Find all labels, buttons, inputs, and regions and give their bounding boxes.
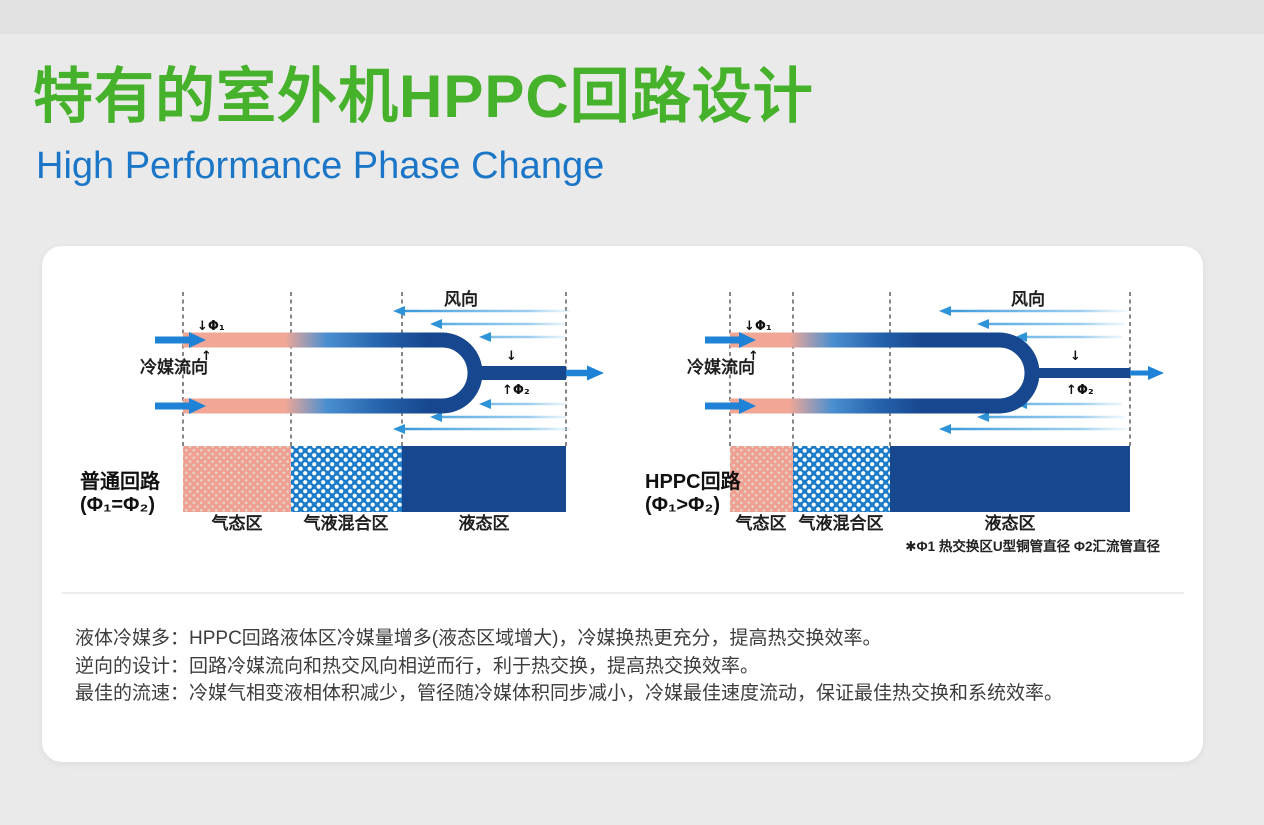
u-pipe	[183, 332, 483, 414]
u-pipe	[730, 332, 1040, 414]
zone-liquid-label: 液态区	[459, 513, 510, 533]
refrigerant-out-arrow	[1130, 366, 1164, 380]
normal-loop-diagram: 风向 冷媒流向 ↓Φ₁ ↑ ↓ ↑Φ₂ 普通回路 (Φ₁=Φ₂) 气态区 气液混…	[80, 289, 604, 533]
phi1-arrow-up: ↑	[748, 349, 759, 364]
wind-arrows	[393, 306, 570, 434]
description-line: 逆向的设计：回路冷媒流向和热交风向相逆而行，利于热交换，提高热交换效率。	[75, 655, 760, 677]
loop-name: 普通回路	[80, 469, 161, 493]
description-line: 液体冷媒多：HPPC回路液体区冷媒量增多(液态区域增大)，冷媒换热更充分，提高热…	[75, 628, 882, 649]
zone-gas-label: 气态区	[735, 513, 787, 533]
phi1-annotation: ↓Φ₁	[744, 319, 772, 334]
divider-line	[62, 592, 1184, 594]
zone-liquid-bar	[402, 446, 566, 512]
phi2-arrow-down: ↓	[1070, 349, 1081, 364]
zone-mix-label: 气液混合区	[303, 513, 389, 533]
loop-condition: (Φ₁=Φ₂)	[80, 494, 155, 516]
refrigerant-in-arrows	[705, 332, 756, 414]
phi1-arrow-up: ↑	[201, 349, 212, 364]
zone-liquid-bar	[890, 446, 1130, 512]
content-card: 风向 冷媒流向 ↓Φ₁ ↑ ↓ ↑Φ₂ 普通回路 (Φ₁=Φ₂) 气态区 气液混…	[42, 246, 1203, 762]
description-line: 最佳的流速：冷媒气相变液相体积减少，管径随冷媒体积同步减小，冷媒最佳速度流动，保…	[75, 683, 1064, 704]
loop-name: HPPC回路	[645, 469, 742, 493]
page-title: 特有的室外机HPPC回路设计	[33, 63, 814, 130]
hppc-loop-diagram: 风向 冷媒流向 ↓Φ₁ ↑ ↓ ↑Φ₂ HPPC回路 (Φ₁>Φ₂) 气态区 气…	[645, 289, 1164, 554]
zone-gas-label: 气态区	[211, 513, 263, 533]
zone-gas-bar	[183, 446, 291, 512]
diameter-footnote: ✱Φ1 热交换区U型铜管直径 Φ2汇流管直径	[905, 538, 1160, 554]
page-subtitle: High Performance Phase Change	[36, 145, 605, 187]
refrigerant-in-arrows	[155, 332, 206, 414]
wind-arrows	[939, 306, 1127, 434]
wind-direction-label: 风向	[444, 289, 478, 309]
refrigerant-flow-label: 冷媒流向	[140, 357, 208, 377]
hppc-diagram-canvas: 风向 冷媒流向 ↓Φ₁ ↑ ↓ ↑Φ₂ 普通回路 (Φ₁=Φ₂) 气态区 气液混…	[62, 289, 1184, 594]
zone-mix-bar	[291, 446, 402, 512]
zone-mix-bar	[793, 446, 890, 512]
description-block: 液体冷媒多：HPPC回路液体区冷媒量增多(液态区域增大)，冷媒换热更充分，提高热…	[75, 625, 1175, 708]
phi2-arrow-down: ↓	[506, 349, 517, 364]
loop-condition: (Φ₁>Φ₂)	[645, 494, 720, 516]
phi2-annotation: ↑Φ₂	[1066, 383, 1094, 398]
refrigerant-flow-label: 冷媒流向	[687, 357, 755, 377]
phi1-annotation: ↓Φ₁	[197, 319, 225, 334]
wind-direction-label: 风向	[1011, 289, 1045, 309]
zone-liquid-label: 液态区	[985, 513, 1036, 533]
refrigerant-out-arrow	[566, 365, 604, 381]
top-band	[0, 0, 1264, 34]
zone-gas-bar	[730, 446, 793, 512]
zone-mix-label: 气液混合区	[798, 513, 884, 533]
phi2-annotation: ↑Φ₂	[502, 383, 530, 398]
